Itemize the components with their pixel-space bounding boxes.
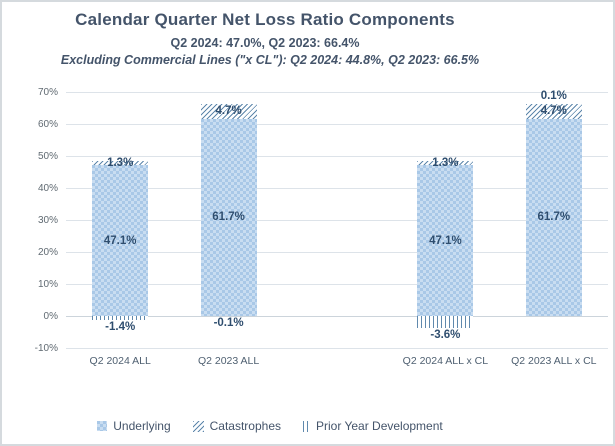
data-label-underlying: 47.1% bbox=[103, 234, 137, 247]
legend-label: Catastrophes bbox=[209, 419, 281, 433]
bar-segment-underlying bbox=[200, 118, 257, 316]
gridline bbox=[66, 220, 608, 221]
chart-legend: Underlying Catastrophes Prior Year Develop… bbox=[0, 419, 540, 433]
bar-segment-underlying bbox=[417, 165, 474, 316]
x-axis-category-label: Q2 2024 ALL x CL bbox=[402, 355, 489, 367]
gridline bbox=[66, 284, 608, 285]
gridline bbox=[66, 156, 608, 157]
legend-label: Prior Year Development bbox=[316, 419, 443, 433]
x-axis-category-label: Q2 2023 ALL bbox=[197, 355, 260, 367]
x-axis-category-label: Q2 2024 ALL bbox=[89, 355, 151, 367]
bar-segment-catastrophes bbox=[92, 161, 149, 166]
chart-subtitle-excluding-cl: Excluding Commercial Lines ("x CL"): Q2 … bbox=[60, 53, 480, 67]
data-label-catastrophes: 1.3% bbox=[107, 157, 134, 170]
gridline bbox=[66, 188, 608, 189]
y-axis-tick-label: 20% bbox=[37, 247, 58, 258]
bar-segment-prior-year-development bbox=[92, 316, 149, 321]
data-label-catastrophes: 4.7% bbox=[215, 105, 242, 118]
chart-title: Calendar Quarter Net Loss Ratio Componen… bbox=[75, 10, 455, 29]
data-label-prior-year-development: -1.4% bbox=[105, 321, 136, 334]
bar-segment-catastrophes bbox=[200, 103, 257, 119]
data-label-prior-year-development: -3.6% bbox=[430, 328, 461, 341]
y-axis-tick-label: 0% bbox=[43, 311, 58, 322]
data-label-prior-year-development: -0.1% bbox=[213, 317, 244, 330]
data-label-catastrophes: 4.7% bbox=[540, 105, 567, 118]
data-label-underlying: 61.7% bbox=[537, 211, 571, 224]
data-label-underlying: 47.1% bbox=[429, 234, 462, 247]
legend-item: Prior Year Development bbox=[303, 419, 443, 433]
bar-segment-catastrophes bbox=[417, 161, 474, 166]
y-axis-tick-label: 50% bbox=[37, 151, 58, 162]
legend-label: Underlying bbox=[113, 419, 171, 433]
gridline bbox=[66, 92, 608, 93]
gridline bbox=[66, 316, 608, 317]
diagonal-hatch-swatch-icon bbox=[192, 420, 204, 432]
legend-item: Underlying bbox=[97, 419, 171, 433]
chart-subtitle: Q2 2024: 47.0%, Q2 2023: 66.4% bbox=[170, 36, 360, 50]
y-axis-tick-label: 30% bbox=[37, 215, 58, 226]
gridline bbox=[66, 348, 608, 349]
bar-segment-underlying bbox=[92, 165, 149, 316]
bar-segment-underlying bbox=[525, 118, 582, 316]
gridline bbox=[66, 252, 608, 253]
data-label-catastrophes: 1.3% bbox=[432, 157, 459, 170]
y-axis-tick-label: 70% bbox=[37, 87, 58, 98]
y-axis-tick-label: 10% bbox=[37, 279, 58, 290]
data-label-prior-year-development: 0.1% bbox=[540, 90, 567, 103]
y-axis-tick-label: 60% bbox=[37, 119, 58, 130]
gridline bbox=[66, 124, 608, 125]
bar-segment-catastrophes bbox=[525, 103, 582, 119]
y-axis-tick-label: 40% bbox=[37, 183, 58, 194]
x-axis-category-label: Q2 2023 ALL x CL bbox=[511, 355, 597, 367]
y-axis-tick-label: -10% bbox=[34, 343, 58, 354]
legend-item: Catastrophes bbox=[192, 419, 281, 433]
vertical-lines-swatch-icon bbox=[303, 420, 310, 432]
data-label-underlying: 61.7% bbox=[212, 211, 245, 224]
checker-swatch-icon bbox=[97, 421, 108, 431]
bar-segment-prior-year-development bbox=[417, 316, 474, 328]
